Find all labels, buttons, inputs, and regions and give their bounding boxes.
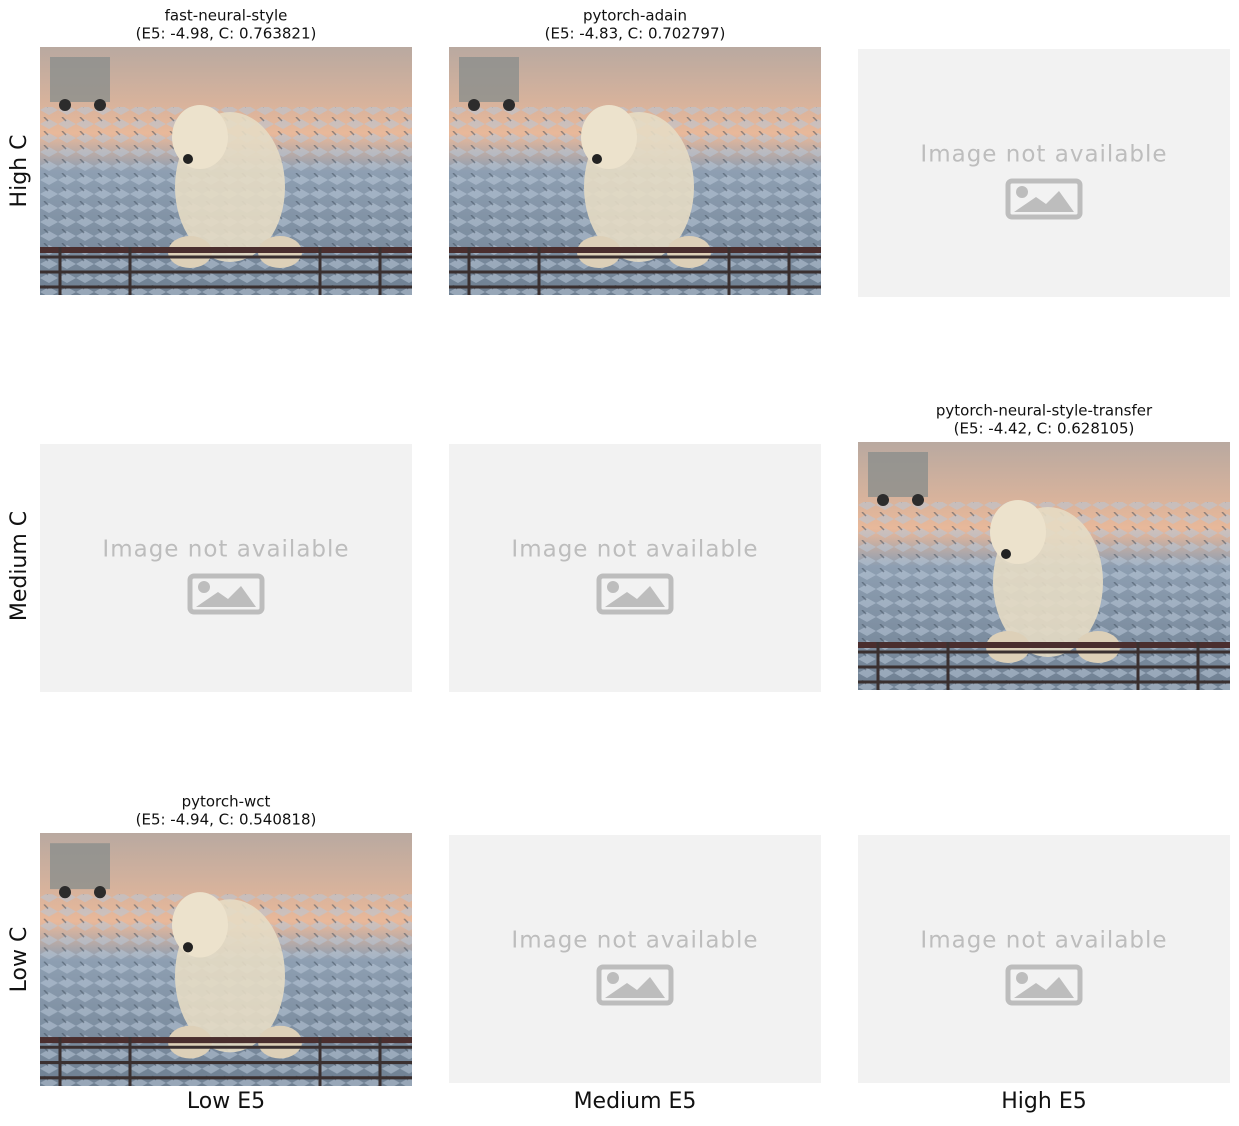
placeholder-text: Image not available [102,537,349,563]
placeholder-icon-hill [1014,191,1074,212]
panel-subtitle: (E5: -4.98, C: 0.763821) [136,25,317,43]
stylized-image [447,45,823,297]
placeholder-icon [596,573,674,615]
placeholder: Image not available [858,835,1230,1083]
placeholder-icon-hill [605,586,665,607]
placeholder-bg [449,835,821,1083]
placeholder-icon-sun [1016,972,1028,984]
panel-title: pytorch-adain [583,7,687,25]
row-label: Low C [7,927,32,993]
placeholder-text: Image not available [920,928,1167,954]
panel-subtitle: (E5: -4.42, C: 0.628105) [954,420,1135,438]
placeholder-icon [187,573,265,615]
panel-title: pytorch-neural-style-transfer [936,402,1153,420]
column-label: Low E5 [187,1089,265,1114]
placeholder-icon-hill [1014,977,1074,998]
row-label: Medium C [7,511,32,621]
placeholder: Image not available [449,444,821,692]
row-label: High C [7,135,32,208]
panel-title: pytorch-wct [182,793,271,811]
panel-subtitle: (E5: -4.83, C: 0.702797) [545,25,726,43]
placeholder-text: Image not available [511,537,758,563]
panel-title: fast-neural-style [165,7,288,25]
placeholder-icon-sun [607,972,619,984]
placeholder-text: Image not available [511,928,758,954]
placeholder-icon-hill [605,977,665,998]
placeholder-bg [40,444,412,692]
placeholder-icon-sun [1016,186,1028,198]
placeholder-text: Image not available [920,142,1167,168]
placeholder-icon [1005,964,1083,1006]
placeholder-icon [1005,178,1083,220]
column-label: High E5 [1001,1089,1086,1114]
panel-subtitle: (E5: -4.94, C: 0.540818) [136,811,317,829]
stylized-image [856,440,1232,692]
placeholder-icon-hill [196,586,256,607]
column-label: Medium E5 [574,1089,697,1114]
placeholder: Image not available [858,49,1230,297]
placeholder-icon [596,964,674,1006]
placeholder-bg [858,835,1230,1083]
placeholder-bg [449,444,821,692]
stylized-image [38,45,414,297]
placeholder-icon-sun [198,581,210,593]
placeholder-bg [858,49,1230,297]
placeholder-icon-sun [607,581,619,593]
placeholder: Image not available [449,835,821,1083]
placeholder: Image not available [40,444,412,692]
stylized-image [38,831,414,1088]
